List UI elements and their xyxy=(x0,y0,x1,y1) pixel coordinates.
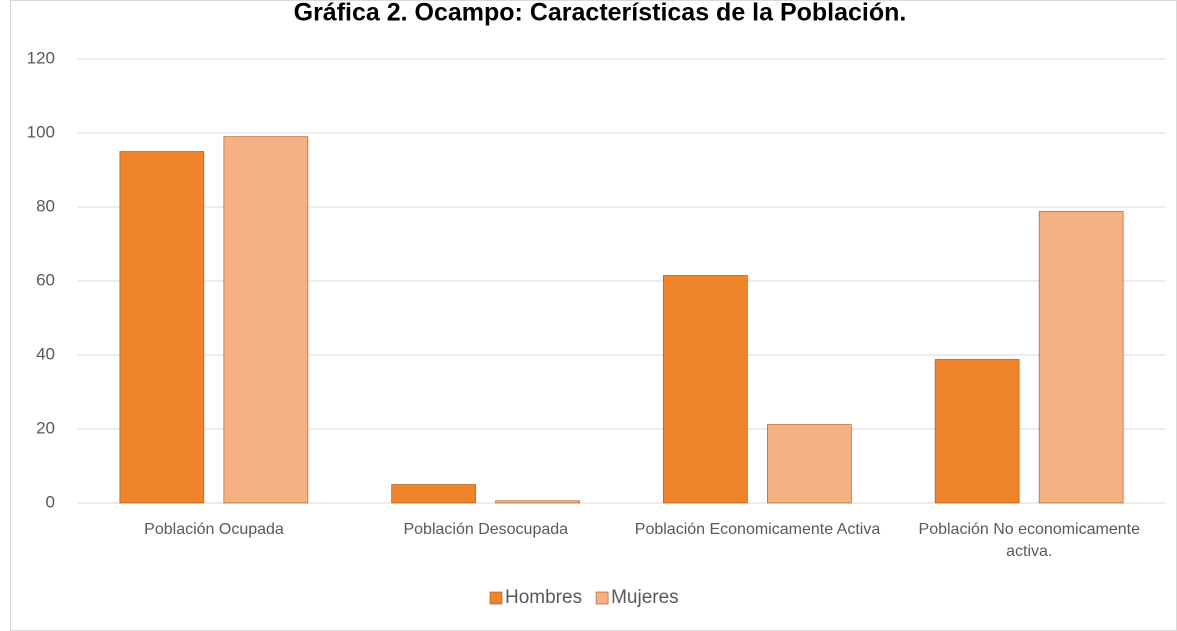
y-tick-label: 100 xyxy=(27,122,55,141)
bar xyxy=(391,484,476,504)
chart-title: Gráfica 2. Ocampo: Características de la… xyxy=(294,0,907,27)
x-tick-label: Población No economicamente activa. xyxy=(918,521,1140,560)
y-tick-label: 80 xyxy=(36,196,55,215)
bar xyxy=(934,359,1020,504)
y-tick-label: 0 xyxy=(46,492,55,511)
legend-label: Hombres xyxy=(505,587,582,608)
legend-swatch xyxy=(595,591,609,605)
bar xyxy=(223,136,309,504)
x-tick-label: Población Desocupada xyxy=(403,521,569,538)
y-tick-label: 40 xyxy=(36,344,55,363)
bar xyxy=(1038,211,1124,504)
legend-swatch xyxy=(489,591,503,605)
y-tick-label: 60 xyxy=(36,270,55,289)
bar xyxy=(119,151,205,504)
legend-label: Mujeres xyxy=(611,587,679,608)
y-tick-label: 120 xyxy=(27,48,55,67)
bar xyxy=(663,275,748,504)
bar xyxy=(495,500,580,504)
x-tick-label: Población Ocupada xyxy=(144,521,284,538)
x-tick-label: Población Economicamente Activa xyxy=(634,521,881,538)
y-tick-label: 20 xyxy=(36,418,55,437)
bar xyxy=(767,424,852,504)
